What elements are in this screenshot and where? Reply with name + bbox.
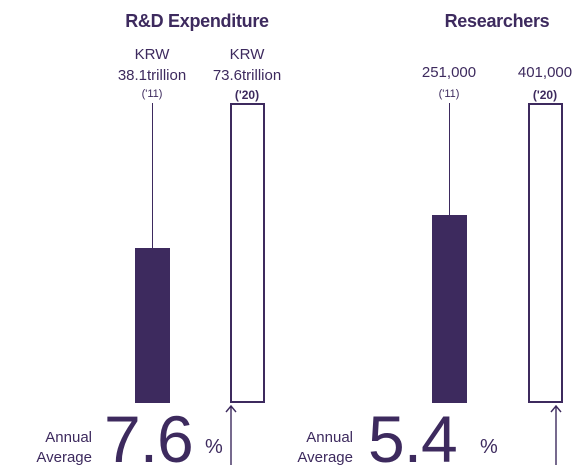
- value-label: 401,000: [517, 64, 573, 81]
- average-label: Annual Average: [297, 429, 353, 466]
- arrow: [225, 404, 237, 466]
- average-unit: %: [480, 436, 498, 458]
- chart-title: Researchers: [444, 11, 550, 31]
- bar: [229, 103, 265, 403]
- average-label: Annual Average: [36, 429, 92, 466]
- average-value: 7.6: [104, 402, 194, 476]
- average-value: 5.4: [368, 402, 458, 476]
- value-label: KRW 38.1trillion: [117, 46, 187, 84]
- chart-title: R&D Expenditure: [125, 11, 269, 31]
- category-label: ('11): [438, 88, 460, 100]
- bar: [527, 103, 563, 403]
- arrow-icon: [225, 404, 237, 465]
- arrow-icon: [550, 404, 562, 465]
- value-label: 251,000: [421, 64, 477, 81]
- value-label: KRW 73.6trillion: [212, 46, 282, 84]
- category-label: ('20): [234, 88, 260, 102]
- bar: [431, 215, 467, 403]
- bar: [134, 247, 170, 403]
- average-unit: %: [205, 436, 223, 458]
- leader-line: [151, 103, 153, 248]
- category-label: ('11): [141, 88, 163, 100]
- leader-line: [448, 103, 450, 216]
- category-label: ('20): [532, 88, 558, 102]
- arrow: [550, 404, 562, 466]
